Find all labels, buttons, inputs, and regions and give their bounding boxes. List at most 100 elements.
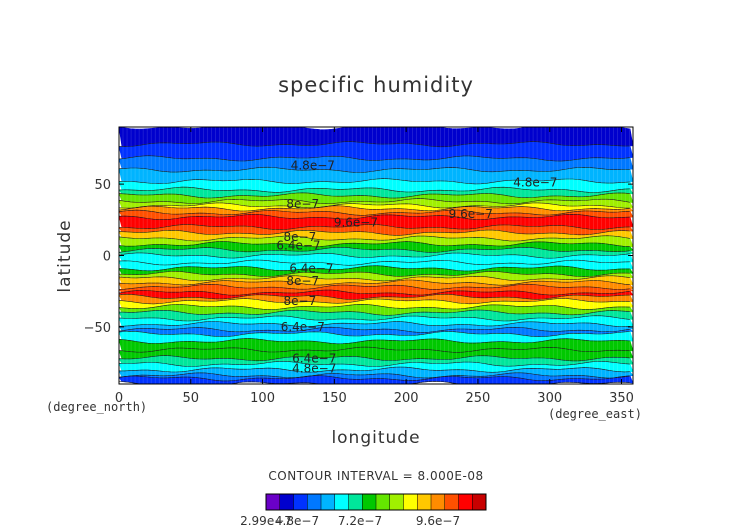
contour-line: [119, 309, 631, 316]
contour-line: [119, 303, 631, 310]
plot-area: [119, 127, 633, 384]
colorbar-swatch: [321, 494, 336, 510]
contour-line: [119, 229, 631, 236]
colorbar-label: 4.8e−7: [275, 514, 319, 528]
contour-line: [119, 259, 631, 266]
colorbar-swatch: [458, 494, 473, 510]
contour-labels: 4.8e−74.8e−78e−79.6e−79.6e−78e−76.4e−76.…: [276, 159, 557, 376]
x-tick-label: 250: [466, 391, 491, 406]
x-tick-label: 300: [537, 391, 562, 406]
contour-line: [119, 166, 631, 173]
y-tick-label: 0: [103, 250, 111, 265]
contour-line: [119, 265, 631, 272]
contour-line: [119, 293, 631, 300]
colorbar-swatch: [307, 494, 322, 510]
x-tick-label: 200: [394, 391, 419, 406]
colorbar-swatch: [431, 494, 446, 510]
x-units-label: (degree_east): [548, 407, 642, 421]
contour-interval-label: CONTOUR INTERVAL = 8.000E-08: [268, 469, 483, 483]
colorbar-swatch: [266, 494, 281, 510]
contour-label: 4.8e−7: [513, 176, 557, 190]
contour-label: 4.8e−7: [291, 159, 335, 173]
contour-line: [119, 224, 631, 230]
contour-line: [119, 366, 631, 373]
contour-line: [119, 275, 631, 282]
contour-line: [119, 271, 631, 278]
contour-label: 6.4e−7: [276, 239, 320, 253]
colorbar-swatch: [444, 494, 459, 510]
y-tick-label: 50: [94, 178, 111, 193]
colorbar-swatch: [389, 494, 404, 510]
contour-line: [119, 338, 631, 345]
contour-line: [119, 361, 631, 367]
contour-label: 6.4e−7: [289, 261, 333, 275]
contour-line: [119, 178, 631, 185]
x-tick-label: 350: [609, 391, 634, 406]
contour-line: [119, 141, 631, 148]
contour-line: [119, 241, 631, 248]
contour-line: [119, 330, 631, 338]
colorbar-frame: [265, 493, 487, 511]
y-axis-label: latitude: [55, 219, 75, 292]
x-tick-label: 0: [115, 391, 123, 406]
colorbar-swatch: [293, 494, 308, 510]
colorbar-label: 9.6e−7: [416, 514, 460, 528]
colorbar-swatch: [417, 494, 432, 510]
colorbar-swatch: [403, 494, 418, 510]
x-tick-label: 50: [183, 391, 200, 406]
contour-line: [119, 315, 631, 322]
y-tick-label: −50: [84, 321, 111, 336]
x-axis-label: longitude: [331, 428, 420, 448]
contour-label: 6.4e−7: [281, 320, 325, 334]
meridian-lines: [119, 127, 630, 384]
colorbar-labels: 2.99e−74.8e−7 7.2e−7 9.6e−7: [240, 514, 460, 528]
contour-label: 9.6e−7: [449, 207, 493, 221]
contour-label: 8e−7: [284, 294, 317, 308]
colorbar-swatch: [279, 494, 294, 510]
contour-label: 9.6e−7: [334, 216, 378, 230]
contour-label: 8e−7: [286, 274, 319, 288]
contour-line: [119, 198, 631, 205]
contour-line: [119, 375, 631, 382]
colorbar-swatch: [348, 494, 363, 510]
colorbar-swatch: [362, 494, 377, 510]
contour-line: [119, 346, 631, 353]
contour-label: 8e−7: [286, 197, 319, 211]
contour-line: [119, 283, 631, 290]
contour-line: [119, 246, 631, 253]
contour-line: [119, 186, 631, 193]
colorbar-swatch: [376, 494, 391, 510]
contour-lines: [119, 141, 631, 384]
contour-line: [119, 205, 631, 212]
contour-line: [119, 155, 631, 162]
contour-line: [119, 213, 631, 220]
y-units-label: (degree_north): [46, 400, 147, 414]
contour-line: [119, 289, 631, 296]
contour-line: [119, 372, 631, 379]
contour-line: [119, 321, 631, 328]
colorbar: [265, 494, 487, 510]
contour-line: [119, 202, 631, 209]
x-tick-label: 150: [322, 391, 347, 406]
contour-line: [119, 298, 631, 305]
humidity-band: [119, 141, 633, 162]
colorbar-label: 2.99e−7: [240, 514, 292, 528]
x-tick-label: 100: [250, 391, 275, 406]
contour-label: 6.4e−7: [292, 351, 336, 365]
colorbar-label: 7.2e−7: [338, 514, 382, 528]
colorbar-swatch: [472, 494, 487, 510]
x-axis-ticks: 0 50 100 150 200 250 300 350: [115, 127, 634, 406]
humidity-bands: [119, 127, 633, 384]
contour-line: [119, 326, 631, 333]
contour-label: 8e−7: [284, 230, 317, 244]
contour-line: [119, 355, 631, 362]
contour-label: 4.8e−7: [292, 361, 336, 375]
y-axis-ticks: 50 0 −50: [84, 178, 633, 336]
colorbar-swatch: [334, 494, 349, 510]
contour-line: [119, 209, 631, 216]
contour-line: [119, 235, 631, 242]
contour-line: [119, 252, 631, 259]
contour-line: [119, 279, 631, 286]
chart-title: specific humidity: [278, 73, 474, 97]
